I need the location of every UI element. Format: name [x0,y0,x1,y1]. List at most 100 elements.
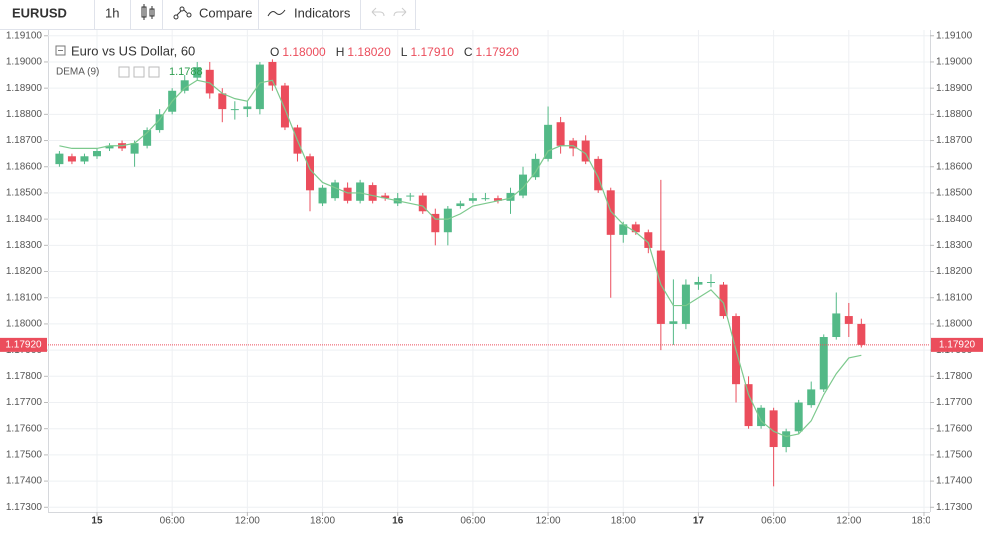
candle-body [669,321,678,324]
candle-body [130,143,139,154]
y-tick-label: 1.17500 [6,450,43,461]
symbol[interactable]: EURUSD [12,5,67,20]
x-tick-label: 06:00 [761,516,786,527]
candle-body [55,153,64,165]
candle-body [193,67,202,78]
legend: Euro vs US Dollar, 60 O 1.18000 H 1.18020 L 1… [55,43,520,78]
y-tick-label: 1.18300 [6,240,43,251]
last-price-label: 1.17920 [5,340,42,351]
candle-body [143,130,152,146]
candle-body [706,282,715,284]
candle-body [681,284,690,324]
y2-tick-label: 1.19100 [936,30,973,41]
ohlc-key: O [270,45,279,59]
redo[interactable] [393,7,407,17]
y2-tick-label: 1.17600 [936,423,973,434]
y-tick-label: 1.17600 [6,423,43,434]
undo[interactable] [371,7,385,17]
y-tick-label: 1.17400 [6,476,43,487]
y2-tick-label: 1.18800 [936,109,973,120]
candle-body [67,156,76,162]
candle-body [280,85,289,128]
y-tick-label: 1.17700 [6,397,43,408]
ohlc-value: 1.18020 [347,45,391,59]
candle-body [306,156,315,191]
interval[interactable]: 1h [105,5,119,20]
ohlc-key: C [464,45,473,59]
indicator-icons[interactable] [118,66,160,78]
candle-body [544,124,553,159]
candle-body [794,402,803,432]
y-tick-label: 1.18800 [6,109,43,120]
candle-body [594,158,603,191]
candle-body [782,431,791,448]
candle-body [105,145,114,149]
x-tick-label: 18:00 [911,516,936,527]
y2-tick-label: 1.19000 [936,57,973,68]
candle-body [493,198,502,201]
y2-tick-label: 1.18000 [936,319,973,330]
candle-body [569,140,578,149]
indicators-icon[interactable] [267,9,286,17]
y-tick-label: 1.18200 [6,266,43,277]
candle-body [506,192,515,201]
y-tick-label: 1.18400 [6,214,43,225]
x-tick-label: 16 [392,516,404,527]
candle-body [343,187,352,201]
collapse-icon[interactable] [55,45,66,56]
y-tick-label: 1.19100 [6,30,43,41]
candle-body [406,195,415,197]
y-tick-label: 1.17300 [6,502,43,513]
indicators-button[interactable]: Indicators [294,5,351,20]
x-tick-label: 15 [91,516,103,527]
compare-button[interactable]: Compare [199,5,252,20]
last-price-label: 1.17920 [939,340,976,351]
candle-body [180,80,189,91]
y2-tick-label: 1.17800 [936,371,973,382]
candle-body [631,224,640,233]
y2-tick-label: 1.18600 [936,161,973,172]
x-tick-label: 18:00 [310,516,335,527]
candle-icon[interactable] [141,4,155,20]
x-tick-label: 12:00 [235,516,260,527]
candle-body [218,93,227,110]
candle-body [468,198,477,201]
candle-body [581,140,590,162]
candle-body [356,182,365,201]
x-labels: 15 06:00 12:00 18:00 16 06:00 12:00 18:00 17 06:0… [91,516,936,527]
plot-area [48,59,930,487]
toolbar: EURUSD 1h Compare Indicators [0,0,983,30]
y-tick-label: 1.18600 [6,161,43,172]
axes: 1.17300 1.17300 1.17400 1.17400 1.17500 1.175… [0,30,983,527]
compare-icon[interactable] [173,6,192,20]
candle-body [205,69,214,94]
grid [48,30,930,512]
y-tick-label: 1.18900 [6,83,43,94]
y2-tick-label: 1.18500 [936,188,973,199]
ohlc-value: 1.17910 [410,45,454,59]
chart-title: Euro vs US Dollar, 60 [71,43,195,58]
indicator-line [59,79,862,438]
candle-body [230,109,239,111]
ohlc-value: 1.18000 [282,45,326,59]
y2-tick-label: 1.18700 [936,135,973,146]
candle-body [531,158,540,178]
indicator-value: 1.1788 [169,66,203,78]
ohlc-value: 1.17920 [476,45,520,59]
candle-body [857,323,866,345]
candle-body [694,282,703,285]
y2-tick-label: 1.18300 [936,240,973,251]
candle-body [619,224,628,235]
candle-body [456,203,465,207]
y2-tick-label: 1.17700 [936,397,973,408]
y2-tick-label: 1.18400 [936,214,973,225]
y2-tick-label: 1.17500 [936,450,973,461]
candle-body [243,106,252,110]
candle-body [606,190,615,235]
candle-body [443,208,452,233]
y2-tick-label: 1.18100 [936,292,973,303]
candle-body [255,64,264,110]
candle-body [757,407,766,427]
x-tick-label: 18:00 [611,516,636,527]
